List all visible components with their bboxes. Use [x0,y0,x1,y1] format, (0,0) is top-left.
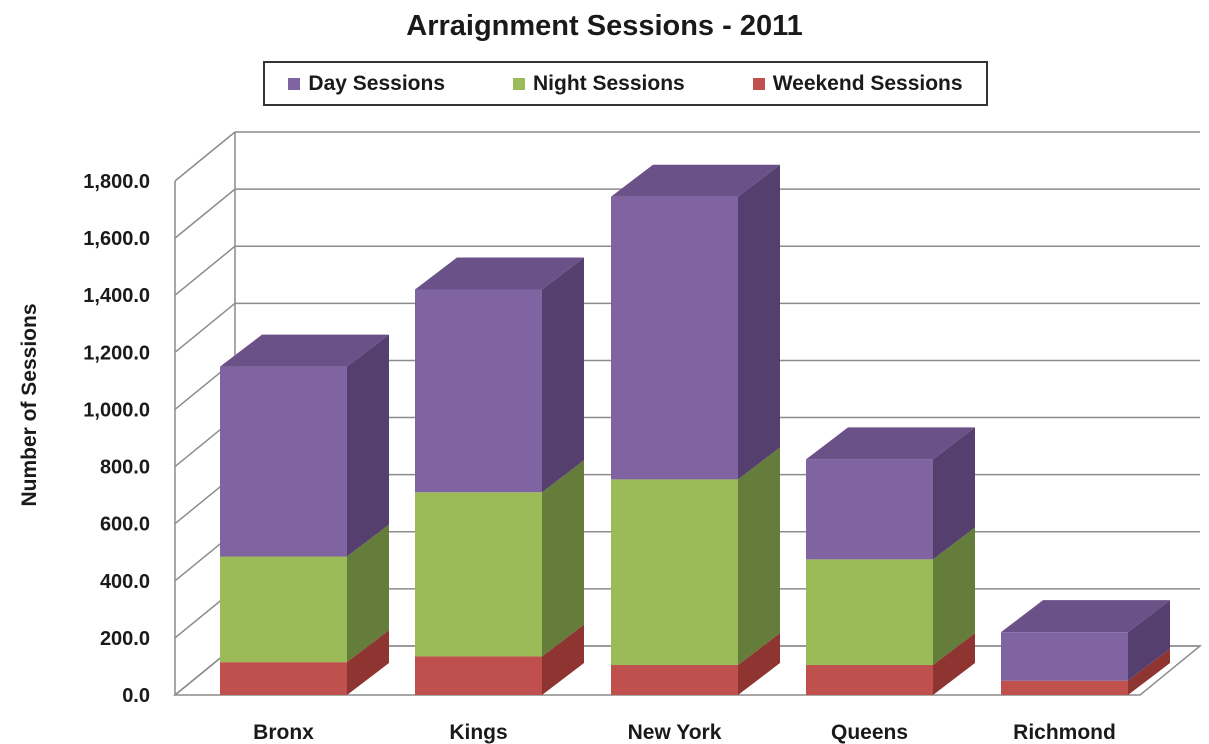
bar-day-bronx [220,366,347,557]
legend-label-day: Day Sessions [308,71,445,95]
y-tick-label: 1,200.0 [83,342,150,364]
legend-swatch-weekend [752,77,765,90]
bar-side-face [1128,648,1170,695]
bar-side-face [738,447,780,666]
y-tick-label: 1,800.0 [83,171,150,193]
x-tick-label: Bronx [253,721,314,744]
y-tick-label: 1,400.0 [83,285,150,307]
gridline-side [174,245,236,296]
legend-item-weekend: Weekend Sessions [752,71,963,96]
legend-swatch-day [288,77,301,90]
bar-side-face [1128,600,1170,681]
bar-side-face [933,427,975,560]
bar-weekend-richmond [1001,680,1128,695]
bar-day-richmond [1001,632,1128,681]
x-tick-label: Richmond [1013,721,1116,744]
bar-weekend-kings [415,656,542,695]
bar-night-new-york [611,479,738,666]
bar-weekend-new-york [611,665,738,695]
bar-night-kings [415,492,542,657]
bar-day-kings [415,289,542,493]
gridline-side [174,188,236,239]
bar-day-queens [806,459,933,560]
bar-night-queens [806,559,933,666]
y-tick-label: 0.0 [122,685,150,707]
bar-weekend-queens [806,665,933,695]
legend-label-weekend: Weekend Sessions [772,71,963,95]
bar-side-face [738,633,780,695]
y-tick-label: 200.0 [100,628,150,650]
bar-side-face [542,624,584,695]
legend: Day Sessions Night Sessions Weekend Sess… [263,61,988,106]
y-tick-label: 600.0 [100,514,150,536]
bar-top-face [1001,600,1170,633]
bar-side-face [347,524,389,663]
bar-side-face [542,460,584,657]
bar-night-bronx [220,556,347,663]
y-tick-label: 400.0 [100,571,150,593]
bar-day-new-york [611,196,738,480]
bar-side-face [933,633,975,695]
bar-top-face [415,257,584,290]
legend-item-night: Night Sessions [513,72,685,96]
x-tick-label: New York [628,721,722,744]
legend-swatch-night [513,77,525,90]
y-tick-label: 1,000.0 [83,399,150,421]
x-tick-label: Queens [831,721,908,744]
chart-title: Arraignment Sessions - 2011 [406,10,803,42]
legend-item-day: Day Sessions [288,72,445,96]
legend-label-night: Night Sessions [533,71,685,95]
bar-side-face [347,334,389,557]
bar-side-face [738,164,780,480]
bar-side-face [347,630,389,695]
bar-top-face [806,427,975,460]
bar-side-face [542,257,584,493]
bar-side-face [933,527,975,666]
bar-top-face [220,334,389,367]
y-tick-label: 800.0 [100,457,150,479]
y-tick-label: 1,600.0 [83,228,150,250]
gridline-side [174,302,236,353]
bar-top-face [611,164,780,197]
bar-weekend-bronx [220,662,347,695]
x-tick-label: Kings [449,721,507,744]
gridline-side [174,131,236,182]
